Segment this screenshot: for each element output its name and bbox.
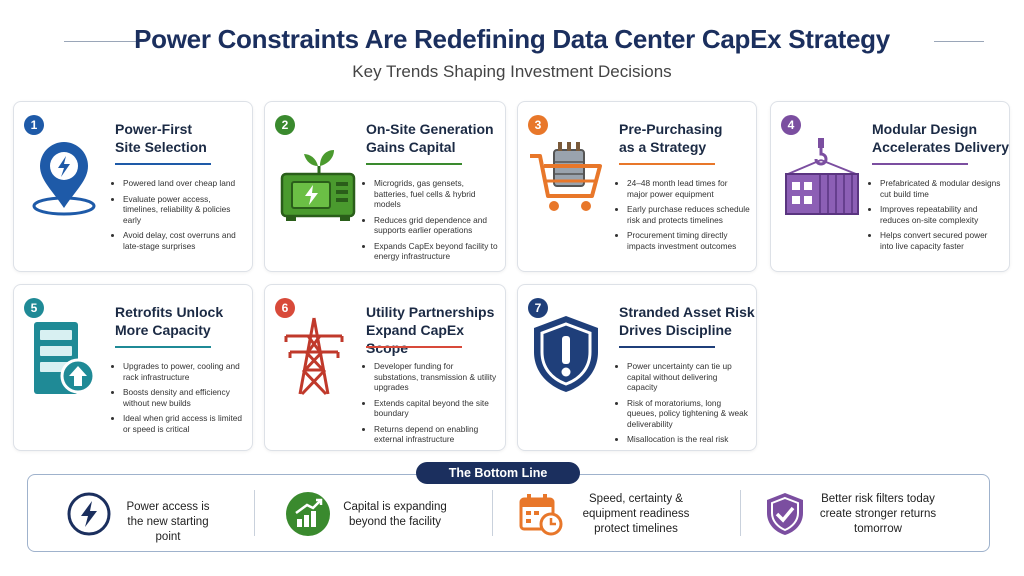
- bullet: 24–48 month lead times for major power e…: [627, 178, 750, 199]
- card-title-line: Site Selection: [115, 139, 207, 155]
- card-number: 7: [528, 298, 548, 318]
- card-title: Modular Design Accelerates Delivery: [872, 120, 1009, 156]
- bullet: Boosts density and efficiency without ne…: [123, 387, 246, 408]
- card-number: 6: [275, 298, 295, 318]
- bullet: Avoid delay, cost overruns and late-stag…: [123, 230, 246, 251]
- bottom-item: Power access is the new starting point: [126, 501, 210, 543]
- separator: [740, 490, 741, 536]
- card-title-line: Drives Discipline: [619, 322, 732, 338]
- bullet: Risk of moratoriums, long queues, policy…: [627, 398, 750, 430]
- card-title-line: Pre-Purchasing: [619, 121, 723, 137]
- card-title: Power-First Site Selection: [115, 120, 207, 156]
- bullet: Returns depend on enabling external infr…: [374, 424, 499, 445]
- page-title: Power Constraints Are Redefining Data Ce…: [134, 24, 890, 54]
- icon-server: [34, 322, 96, 394]
- bullet: Expands CapEx beyond facility to energy …: [374, 241, 499, 262]
- card-title-line: Modular Design: [872, 121, 978, 137]
- icon-tower: [284, 317, 344, 396]
- card-title-line: as a Strategy: [619, 139, 707, 155]
- icon-shield: [534, 316, 598, 392]
- bullet-list: Prefabricated & modular designs cut buil…: [872, 178, 1003, 256]
- title-underline: [366, 163, 462, 165]
- bullet: Ideal when grid access is limited or spe…: [123, 413, 246, 434]
- icon-container: [785, 138, 859, 215]
- icon-generator: [280, 150, 356, 221]
- title-underline: [115, 346, 211, 348]
- bullet: Improves repeatability and reduces on-si…: [880, 204, 1003, 225]
- card-title: On-Site Generation Gains Capital: [366, 120, 494, 156]
- card-title-line: Expand CapEx Scope: [366, 322, 465, 356]
- card-title-line: Gains Capital: [366, 139, 456, 155]
- icon-location: [32, 142, 96, 216]
- bullet-list: Power uncertainty can tie up capital wit…: [619, 361, 750, 450]
- bottom-line-label: The Bottom Line: [416, 462, 580, 484]
- card-title: Pre-Purchasing as a Strategy: [619, 120, 722, 156]
- card-title: Stranded Asset Risk Drives Discipline: [619, 303, 755, 339]
- separator: [492, 490, 493, 536]
- bullet: Evaluate power access, timelines, reliab…: [123, 194, 246, 226]
- card-title-line: Retrofits Unlock: [115, 304, 224, 320]
- title-underline: [619, 163, 715, 165]
- card-number: 1: [24, 115, 44, 135]
- title-rule: [934, 41, 984, 42]
- card-title-line: On-Site Generation: [366, 121, 494, 137]
- bottom-item: Speed, certainty & equipment readiness p…: [582, 493, 690, 535]
- card-title-line: Accelerates Delivery: [872, 139, 1009, 155]
- title-rule: [64, 41, 144, 42]
- title-underline: [619, 346, 715, 348]
- icon-shield-check: [767, 493, 803, 535]
- bullet: Power uncertainty can tie up capital wit…: [627, 361, 750, 393]
- title-underline: [115, 163, 211, 165]
- bottom-item: Capital is expanding beyond the facility: [343, 501, 447, 528]
- bullet: Procurement timing directly impacts inve…: [627, 230, 750, 251]
- bullet: Early purchase reduces schedule risk and…: [627, 204, 750, 225]
- bullet: Prefabricated & modular designs cut buil…: [880, 178, 1003, 199]
- card-number: 2: [275, 115, 295, 135]
- bullet-list: Upgrades to power, cooling and rack infr…: [115, 361, 246, 439]
- bullet: Extends capital beyond the site boundary: [374, 398, 499, 419]
- bullet-list: Microgrids, gas gensets, batteries, fuel…: [366, 178, 499, 267]
- separator: [254, 490, 255, 536]
- card-title: Retrofits Unlock More Capacity: [115, 303, 223, 339]
- bullet: Misallocation is the real risk: [627, 434, 750, 445]
- card-number: 3: [528, 115, 548, 135]
- card-title: Utility Partnerships Expand CapEx Scope: [366, 303, 505, 357]
- bullet: Powered land over cheap land: [123, 178, 246, 189]
- card-title-line: Utility Partnerships: [366, 304, 495, 320]
- title-underline: [872, 163, 968, 165]
- icon-cart: [530, 142, 602, 211]
- card: 6 Utility Partnerships Expand CapEx Scope D…: [264, 284, 506, 451]
- bullet-list: 24–48 month lead times for major power e…: [619, 178, 750, 256]
- icon-bolt: [67, 492, 111, 536]
- bullet-list: Developer funding for substations, trans…: [366, 361, 499, 450]
- bullet: Reduces grid dependence and supports ear…: [374, 215, 499, 236]
- bottom-item: Better risk filters today create stronge…: [819, 493, 937, 535]
- card-title-line: Power-First: [115, 121, 193, 137]
- card-number: 4: [781, 115, 801, 135]
- bullet: Developer funding for substations, trans…: [374, 361, 499, 393]
- card-title-line: More Capacity: [115, 322, 211, 338]
- page-subtitle: Key Trends Shaping Investment Decisions: [352, 62, 672, 81]
- title-underline: [366, 346, 462, 348]
- bullet: Upgrades to power, cooling and rack infr…: [123, 361, 246, 382]
- icon-growth: [286, 492, 330, 536]
- card-title-line: Stranded Asset Risk: [619, 304, 755, 320]
- icon-calendar: [519, 494, 563, 536]
- bullet: Microgrids, gas gensets, batteries, fuel…: [374, 178, 499, 210]
- card-number: 5: [24, 298, 44, 318]
- bullet-list: Powered land over cheap land Evaluate pow…: [115, 178, 246, 256]
- bullet: Helps convert secured power into live ca…: [880, 230, 1003, 251]
